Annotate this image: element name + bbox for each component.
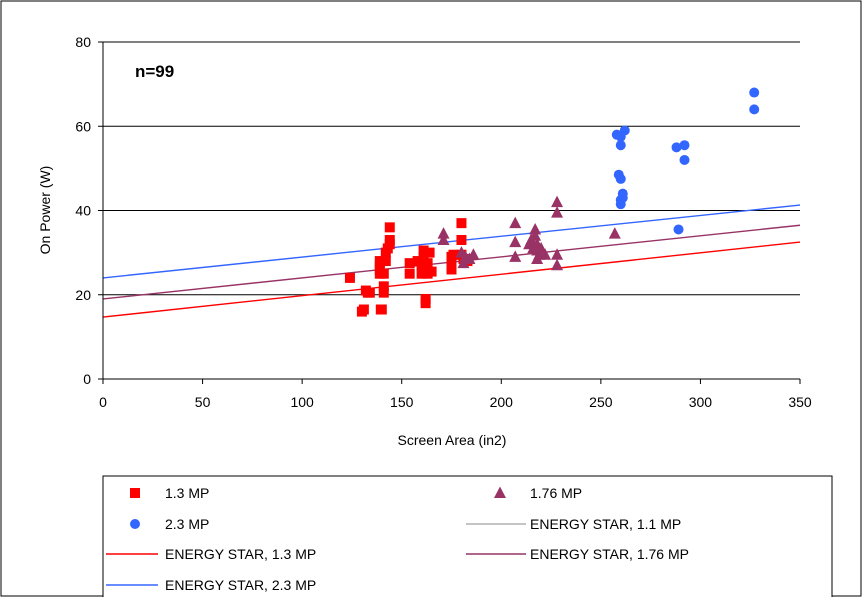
point-1-3-mp [422,258,433,269]
point-2-3-mp [679,154,690,165]
gridlines [103,41,800,296]
point-2-3-mp [619,125,630,136]
y-tick-label: 0 [83,371,91,387]
point-1-76-mp [509,216,522,229]
legend-symbol-1-76-mp [494,486,506,498]
point-1-3-mp [364,287,375,298]
point-1-3-mp [380,256,391,267]
point-1-3-mp [404,268,415,279]
legend-symbol-2-3-mp [130,519,140,529]
legend-label-energy-star-2-3-mp: ENERGY STAR, 2.3 MP [165,577,316,593]
point-1-76-mp [509,235,522,248]
point-1-76-mp [539,248,552,260]
point-1-3-mp [384,222,395,233]
point-2-3-mp [671,142,682,153]
point-2-3-mp [749,104,760,115]
point-2-3-mp [673,224,684,235]
legend-symbol-1-3-mp [130,488,140,498]
point-2-3-mp [615,140,626,151]
x-tick-label: 250 [589,394,613,410]
y-tick-label: 40 [75,203,91,219]
point-1-3-mp [426,266,437,277]
point-1-3-mp [358,304,369,315]
point-1-3-mp [446,258,457,269]
point-2-3-mp [749,87,760,98]
point-1-3-mp [344,272,355,283]
point-1-3-mp [378,287,389,298]
point-1-3-mp [420,293,431,304]
point-1-76-mp [529,229,542,241]
point-1-3-mp [446,264,457,275]
data-points [344,87,760,317]
point-1-3-mp [418,251,429,262]
annotation-n99: n=99 [135,62,174,81]
point-1-3-mp [424,247,435,258]
point-1-76-mp [467,248,480,260]
point-1-76-mp [551,206,564,218]
x-tick-label: 200 [490,394,514,410]
point-1-3-mp [378,268,389,279]
y-axis-title: On Power (W) [37,166,53,255]
x-tick-label: 50 [195,394,211,410]
point-1-3-mp [378,281,389,292]
point-1-3-mp [374,256,385,267]
legend: 1.3 MP 1.76 MP 2.3 MP ENERGY STAR, 1.1 MP EN… [102,475,833,597]
point-1-76-mp [551,248,564,260]
point-2-3-mp [679,140,690,151]
legend-label-2-3-mp: 2.3 MP [165,516,209,532]
legend-label-1-76-mp: 1.76 MP [530,485,582,501]
point-1-76-mp [437,227,450,239]
point-1-3-mp [456,218,467,229]
legend-label-energy-star-1-1-mp: ENERGY STAR, 1.1 MP [530,516,681,532]
x-tick-label: 100 [290,394,314,410]
x-axis-title: Screen Area (in2) [398,432,507,448]
y-axis-ticks: 0 20 40 60 80 [75,34,103,387]
x-tick-label: 0 [99,394,107,410]
x-axis-ticks: 0 50 100 150 200 250 300 350 [99,379,812,410]
point-1-3-mp [456,234,467,245]
point-1-76-mp [529,222,542,235]
point-1-76-mp [551,195,564,208]
point-1-3-mp [376,304,387,315]
legend-label-1-3-mp: 1.3 MP [165,485,209,501]
line-energy-star-1-3-mp [102,241,801,318]
legend-box [102,475,833,597]
point-2-3-mp [615,173,626,184]
point-1-3-mp [418,245,429,256]
point-1-3-mp [448,249,459,260]
point-2-3-mp [617,192,628,203]
line-energy-star-2-3-mp [102,204,801,279]
y-tick-label: 80 [75,34,91,50]
y-tick-label: 60 [75,118,91,134]
x-tick-label: 300 [689,394,713,410]
y-tick-label: 20 [75,287,91,303]
legend-label-energy-star-1-3-mp: ENERGY STAR, 1.3 MP [165,546,316,562]
legend-label-energy-star-1-76-mp: ENERGY STAR, 1.76 MP [530,546,689,562]
x-tick-label: 150 [390,394,414,410]
point-1-76-mp [437,233,450,245]
legend-items: 1.3 MP 1.76 MP 2.3 MP ENERGY STAR, 1.1 MP EN… [106,485,689,593]
x-tick-label: 350 [788,394,812,410]
point-1-3-mp [384,234,395,245]
point-1-76-mp [551,258,564,271]
point-1-3-mp [404,258,415,269]
point-1-76-mp [608,227,621,239]
point-1-76-mp [457,256,470,269]
point-1-76-mp [509,250,522,262]
